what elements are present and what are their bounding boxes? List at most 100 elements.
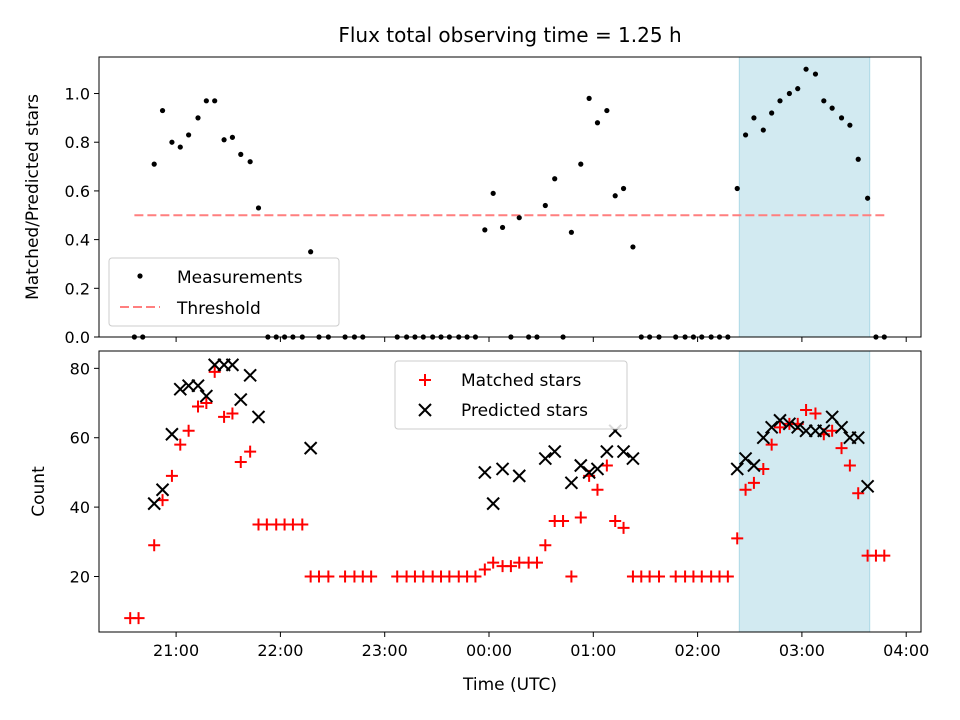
measurement-point: [499, 224, 506, 231]
matched-stars-point: [530, 556, 543, 569]
predicted-stars-point: [782, 417, 797, 431]
predicted-stars-point: [626, 451, 640, 466]
predicted-stars-point: [616, 444, 631, 459]
measurement-point: [229, 134, 236, 140]
measurement-point: [847, 122, 853, 128]
legend-box: [108, 257, 340, 327]
matched-stars-point: [565, 570, 578, 583]
matched-stars-point: [226, 407, 239, 420]
predicted-stars-point: [773, 413, 787, 428]
measurement-point: [795, 86, 801, 92]
matched-stars-point: [809, 407, 822, 420]
y-tick-label: 40: [70, 498, 90, 517]
measurement-point: [612, 193, 618, 199]
matched-stars-point: [469, 570, 482, 583]
matched-stars-point: [591, 483, 604, 496]
matched-stars-point: [132, 612, 145, 625]
top-panel: 0.0 0.2 0.4 0.6 0.8 1.0 Matched/Predicted sta…: [23, 56, 922, 347]
matched-stars-point: [721, 570, 734, 583]
bottom-y-axis-label: Count: [29, 466, 49, 517]
matched-stars-point: [174, 438, 187, 451]
matched-stars-point: [574, 511, 587, 524]
predicted-stars-point: [165, 427, 179, 441]
predicted-stars-point: [564, 476, 579, 490]
predicted-stars-point: [548, 444, 562, 459]
measurement-point: [308, 249, 314, 255]
measurement-point: [247, 159, 253, 165]
predicted-stars-point: [791, 420, 805, 435]
matched-stars-point: [852, 487, 865, 500]
top-axes-frame: [98, 56, 922, 338]
matched-stars-point: [739, 483, 752, 496]
matched-stars-point: [244, 445, 257, 458]
predicted-stars-point: [495, 462, 510, 476]
matched-stars-point: [322, 570, 335, 583]
y-tick-label: 0.4: [65, 231, 90, 250]
matched-stars-point: [757, 462, 770, 475]
bottom-axis-ticks: 20 40 60 80 21:00 22:00 23:00 00:00 01:00 02:00 03…: [70, 359, 930, 660]
predicted-stars-point: [538, 451, 553, 466]
measurement-point: [803, 66, 809, 72]
observing-window-highlight: [738, 350, 871, 633]
measurement-point: [203, 98, 209, 104]
y-tick-label: 1.0: [65, 85, 90, 104]
matched-stars-point: [773, 421, 786, 434]
predicted-stars-point: [225, 358, 240, 372]
legend-label-threshold: Threshold: [176, 299, 261, 319]
predicted-stars-point: [478, 465, 492, 480]
x-tick-label: 00:00: [466, 641, 512, 660]
predicted-stars-point: [147, 496, 161, 511]
predicted-stars-point: [860, 479, 875, 494]
matched-stars-point: [208, 365, 221, 378]
y-tick-label: 0.6: [65, 182, 90, 201]
measurement-point: [777, 98, 783, 104]
matched-stars-point: [747, 476, 760, 489]
measurement-point: [751, 115, 757, 121]
y-tick-label: 80: [70, 359, 90, 378]
matched-stars-point: [600, 459, 613, 472]
measurement-point: [586, 95, 592, 101]
measurement-point: [238, 151, 244, 157]
matched-stars-point: [878, 549, 891, 562]
predicted-stars-point: [817, 424, 831, 438]
measurement-point: [604, 107, 610, 114]
bottom-data-marks: [124, 358, 891, 625]
predicted-stars-point: [199, 389, 214, 403]
matched-stars-point: [653, 570, 666, 583]
predicted-stars-point: [730, 462, 744, 476]
measurement-point: [568, 229, 574, 235]
measurement-point: [734, 185, 740, 192]
measurement-point: [151, 161, 157, 167]
measurement-point: [838, 115, 845, 121]
measurement-point: [212, 98, 218, 104]
measurement-point: [255, 205, 262, 211]
predicted-stars-point: [418, 403, 432, 417]
y-tick-label: 0.2: [65, 279, 90, 298]
measurement-point: [855, 156, 861, 162]
observing-window-highlight: [738, 56, 871, 338]
bottom-axes-frame: [98, 350, 922, 633]
measurement-point: [482, 227, 488, 233]
x-tick-label: 01:00: [570, 641, 616, 660]
predicted-stars-point: [234, 392, 248, 407]
predicted-stars-point: [486, 496, 500, 511]
bottom-x-axis-label: Time (UTC): [462, 675, 557, 695]
measurement-point: [821, 98, 827, 104]
measurement-point: [159, 107, 166, 114]
measurement-point: [490, 190, 496, 196]
y-tick-label: 0.8: [65, 133, 90, 152]
matched-stars-point: [765, 438, 778, 451]
x-tick-label: 02:00: [675, 641, 721, 660]
predicted-stars-point: [155, 483, 170, 497]
x-tick-label: 04:00: [883, 641, 929, 660]
predicted-stars-point: [251, 410, 266, 424]
x-tick-label: 21:00: [153, 641, 199, 660]
top-axis-ticks: 0.0 0.2 0.4 0.6 0.8 1.0: [65, 85, 907, 347]
matched-stars-point: [296, 518, 309, 531]
predicted-stars-point: [747, 458, 761, 473]
legend-box: [394, 360, 628, 430]
x-tick-label: 03:00: [779, 641, 825, 660]
chart-title: Flux total observing time = 1.25 h: [338, 23, 681, 47]
measurement-point: [630, 244, 636, 250]
predicted-stars-point: [191, 378, 205, 393]
